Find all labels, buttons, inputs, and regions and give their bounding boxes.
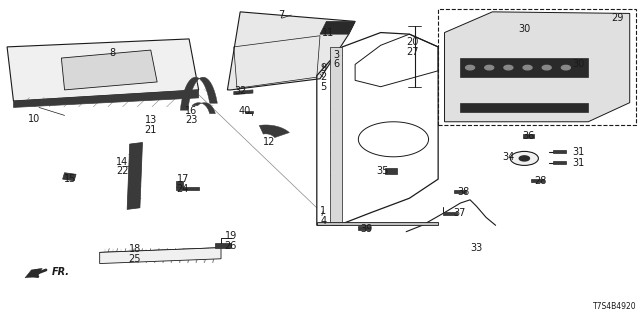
Text: 13: 13: [145, 115, 157, 125]
Circle shape: [504, 65, 513, 70]
Polygon shape: [461, 103, 588, 112]
Text: 37: 37: [453, 208, 465, 218]
Polygon shape: [320, 21, 355, 34]
Text: 16: 16: [185, 106, 197, 116]
Text: 35: 35: [376, 166, 388, 176]
Polygon shape: [244, 111, 253, 113]
Polygon shape: [317, 222, 438, 225]
Text: 15: 15: [63, 174, 76, 184]
Polygon shape: [531, 179, 543, 182]
Text: 12: 12: [263, 138, 275, 148]
Text: 30: 30: [518, 24, 531, 34]
Text: T7S4B4920: T7S4B4920: [593, 302, 636, 311]
Text: 10: 10: [28, 114, 40, 124]
Text: 28: 28: [534, 176, 547, 186]
Text: 1: 1: [320, 206, 326, 216]
Text: 25: 25: [129, 254, 141, 264]
Text: 26: 26: [225, 241, 237, 251]
Text: 23: 23: [185, 115, 197, 125]
Polygon shape: [234, 90, 253, 95]
Text: 40: 40: [239, 106, 251, 116]
Polygon shape: [13, 90, 198, 108]
Polygon shape: [25, 268, 42, 278]
Text: 36: 36: [522, 131, 534, 141]
Text: 9: 9: [320, 63, 326, 73]
Polygon shape: [176, 181, 182, 187]
Circle shape: [542, 65, 551, 70]
Polygon shape: [7, 39, 198, 101]
Text: 38: 38: [458, 187, 470, 197]
Circle shape: [523, 65, 532, 70]
Text: 21: 21: [145, 125, 157, 135]
Circle shape: [466, 65, 474, 70]
Text: 24: 24: [177, 184, 189, 194]
Circle shape: [561, 65, 570, 70]
Polygon shape: [176, 187, 198, 190]
Text: 31: 31: [573, 147, 585, 157]
Text: 20: 20: [406, 37, 419, 47]
Polygon shape: [127, 142, 143, 209]
Polygon shape: [330, 47, 342, 225]
Text: 19: 19: [225, 231, 237, 242]
Text: 17: 17: [177, 174, 189, 184]
Circle shape: [519, 156, 529, 161]
Text: 27: 27: [406, 47, 419, 57]
Polygon shape: [385, 168, 397, 174]
Text: 31: 31: [573, 158, 585, 168]
Text: 3: 3: [333, 50, 339, 60]
Text: 32: 32: [234, 86, 246, 97]
Text: 29: 29: [611, 13, 623, 23]
Circle shape: [510, 151, 538, 165]
Text: 39: 39: [360, 223, 372, 234]
PathPatch shape: [259, 125, 289, 138]
Text: 11: 11: [322, 28, 335, 37]
Text: 33: 33: [470, 243, 483, 252]
Polygon shape: [63, 173, 76, 181]
Polygon shape: [100, 248, 221, 264]
Text: 14: 14: [116, 156, 128, 167]
Polygon shape: [443, 212, 458, 215]
Text: 5: 5: [320, 82, 326, 92]
Polygon shape: [553, 150, 566, 153]
Text: 8: 8: [109, 48, 115, 58]
Text: 2: 2: [320, 72, 326, 82]
Polygon shape: [61, 50, 157, 90]
Text: 4: 4: [320, 216, 326, 226]
Polygon shape: [358, 226, 370, 230]
Text: 18: 18: [129, 244, 141, 254]
PathPatch shape: [192, 103, 215, 114]
Text: 7: 7: [278, 10, 285, 20]
Polygon shape: [454, 190, 466, 194]
Text: FR.: FR.: [52, 267, 70, 277]
Polygon shape: [523, 134, 534, 138]
PathPatch shape: [180, 77, 218, 110]
Circle shape: [484, 65, 493, 70]
Text: 30: 30: [573, 60, 585, 69]
Polygon shape: [461, 58, 588, 77]
Text: 34: 34: [502, 152, 515, 162]
Text: 6: 6: [333, 60, 339, 69]
Polygon shape: [214, 243, 230, 248]
Polygon shape: [227, 12, 355, 90]
Text: 22: 22: [116, 166, 128, 176]
Bar: [438, 9, 636, 125]
Polygon shape: [445, 12, 630, 122]
Polygon shape: [553, 161, 566, 164]
